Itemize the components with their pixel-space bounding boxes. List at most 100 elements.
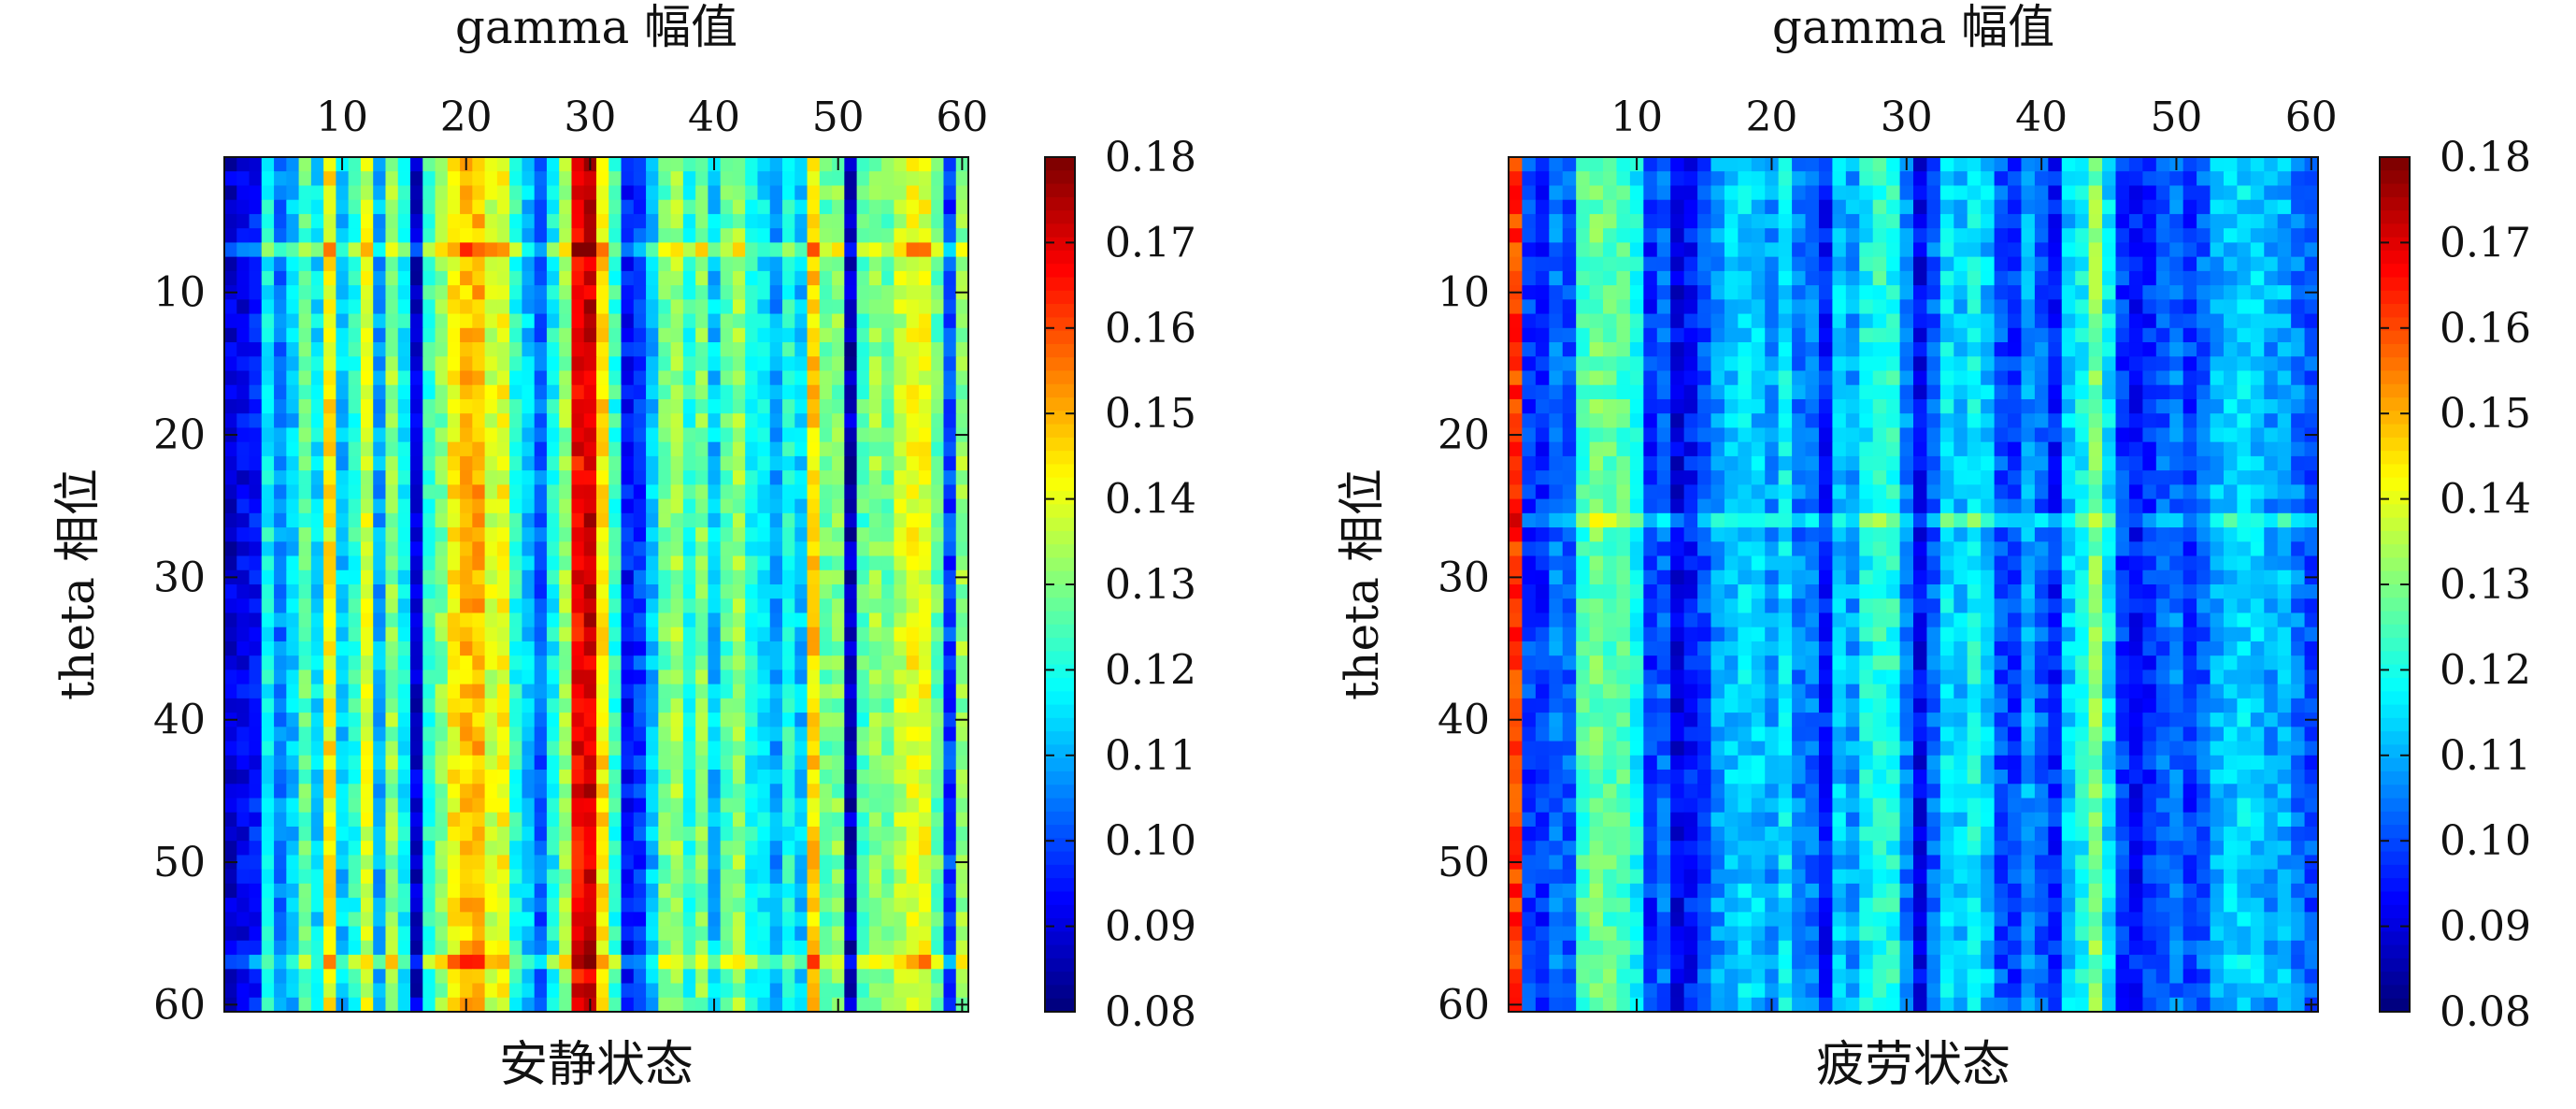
heatmap-cell [708,742,721,756]
heatmap-cell [460,257,473,272]
heatmap-cell [695,257,708,272]
heatmap-cell [1779,342,1793,357]
heatmap-cell [894,813,907,828]
heatmap-cell [410,171,423,186]
heatmap-cell [1522,385,1536,400]
heatmap-cell [1995,271,2009,286]
heatmap-cell [808,570,821,585]
heatmap-cell [1765,342,1779,357]
heatmap-cell [894,742,907,756]
heatmap-cell [708,427,721,442]
heatmap-cell [236,784,250,799]
heatmap-cell [1536,328,1550,343]
heatmap-cell [262,784,275,799]
heatmap-cell [671,884,684,899]
heatmap-cell [1779,442,1793,457]
heatmap-cell [2264,157,2278,172]
heatmap-cell [881,584,894,599]
heatmap-cell [596,228,609,243]
heatmap-cell [349,257,362,272]
heatmap-cell [436,200,449,215]
heatmap-cell [1522,185,1536,200]
heatmap-cell [349,670,362,684]
heatmap-cell [1522,200,1536,215]
heatmap-cell [509,912,522,927]
heatmap-cell [286,841,299,856]
heatmap-cell [770,727,783,742]
heatmap-cell [361,627,374,642]
heatmap-cell [907,413,920,428]
heatmap-cell [547,998,560,1013]
heatmap-cell [448,271,461,286]
heatmap-cell [485,484,498,499]
heatmap-cell [509,598,522,613]
heatmap-cell [869,314,882,329]
heatmap-cell [943,427,956,442]
heatmap-cell [1738,271,1752,286]
heatmap-cell [460,328,473,343]
heatmap-cell [1724,214,1739,229]
heatmap-cell [1940,242,1954,257]
heatmap-cell [683,584,696,599]
heatmap-cell [571,955,584,970]
heatmap-cell [894,371,907,386]
heatmap-cell [894,670,907,684]
heatmap-cell [671,257,684,272]
heatmap-cell [2211,328,2225,343]
heatmap-cell [1779,271,1793,286]
heatmap-cell [721,955,734,970]
heatmap-cell [497,513,510,528]
heatmap-cell [770,456,783,471]
heatmap-cell [658,200,671,215]
heatmap-cell [708,456,721,471]
heatmap-cell [460,884,473,899]
heatmap-cell [336,570,349,585]
heatmap-cell [299,927,312,942]
heatmap-cell [224,541,237,556]
heatmap-cell [869,927,882,942]
colorbar-swatch [1045,451,1075,465]
heatmap-cell [448,799,461,814]
heatmap-cell [299,756,312,771]
heatmap-cell [1981,427,1995,442]
heatmap-cell [844,214,857,229]
heatmap-cell [881,627,894,642]
heatmap-cell [881,641,894,656]
heatmap-cell [398,371,411,386]
heatmap-cell [1576,200,1590,215]
heatmap-cell [832,299,845,314]
heatmap-cell [349,541,362,556]
heatmap-cell [224,770,237,785]
heatmap-cell [1590,328,1604,343]
heatmap-cell [559,784,572,799]
heatmap-cell [336,813,349,828]
heatmap-cell [844,699,857,713]
heatmap-cell [1846,214,1860,229]
heatmap-cell [422,941,436,956]
heatmap-cell [584,641,597,656]
heatmap-cell [683,513,696,528]
heatmap-cell [2224,271,2238,286]
heatmap-cell [2305,314,2319,329]
heatmap-cell [1779,371,1793,386]
heatmap-cell [559,427,572,442]
heatmap-cell [1522,328,1536,343]
heatmap-cell [2156,185,2170,200]
heatmap-cell [2142,356,2156,371]
heatmap-cell [1968,328,1982,343]
heatmap-cell [522,470,535,485]
heatmap-cell [782,328,795,343]
heatmap-cell [1563,157,1577,172]
heatmap-cell [808,984,821,999]
heatmap-cell [1724,157,1739,172]
heatmap-cell [236,228,250,243]
heatmap-cell [2278,356,2292,371]
heatmap-cell [2224,285,2238,300]
heatmap-cell [808,598,821,613]
heatmap-cell [832,214,845,229]
heatmap-cell [2035,385,2049,400]
heatmap-cell [311,827,324,842]
heatmap-cell [349,727,362,742]
heatmap-cell [943,969,956,984]
heatmap-cell [2278,200,2292,215]
